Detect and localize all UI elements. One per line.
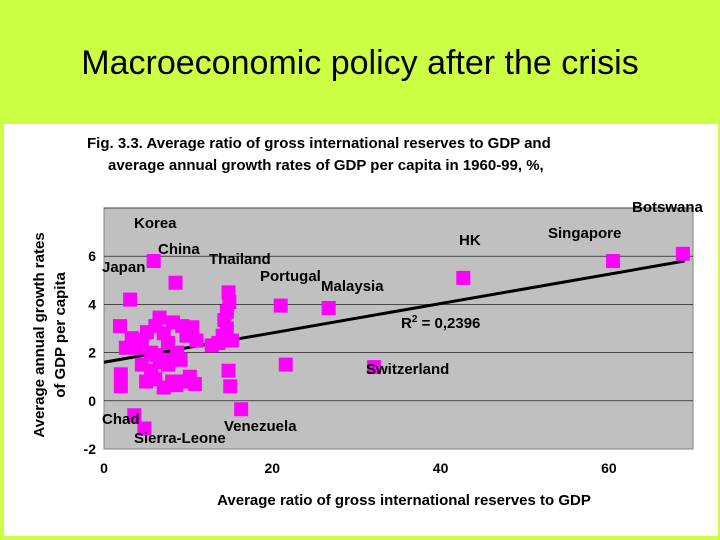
data-point: [222, 294, 237, 309]
plot-area: [103, 207, 694, 450]
figure-panel: Fig. 3.3. Average ratio of gross interna…: [4, 124, 718, 536]
label-sierra-leone: Sierra-Leone: [134, 430, 226, 447]
figure-title-line2: average annual growth rates of GDP per c…: [108, 157, 544, 174]
y-tick-labels: -2 0 2 4 6: [84, 248, 97, 457]
data-point: [158, 352, 173, 367]
label-singapore: Singapore: [548, 225, 621, 242]
data-point: [127, 408, 142, 423]
x-tick-label: 20: [264, 460, 280, 476]
x-tick-labels: 0 20 40 60: [100, 460, 617, 476]
data-points: [112, 246, 690, 436]
x-tick-label: 60: [601, 460, 617, 476]
data-point: [224, 333, 239, 348]
label-chad: Chad: [102, 411, 140, 428]
figure-title-line1: Fig. 3.3. Average ratio of gross interna…: [87, 135, 551, 152]
label-thailand: Thailand: [209, 251, 271, 268]
gridlines: [104, 207, 693, 402]
data-point: [187, 376, 202, 391]
data-point: [367, 360, 382, 375]
data-point: [137, 421, 152, 436]
y-tick-label: 6: [88, 248, 96, 264]
data-point: [152, 310, 167, 325]
label-japan: Japan: [102, 259, 145, 276]
x-tick-label: 40: [433, 460, 449, 476]
data-point: [113, 379, 128, 394]
data-point: [606, 254, 621, 269]
label-korea: Korea: [134, 215, 177, 232]
data-point: [273, 298, 288, 313]
label-venezuela: Venezuela: [224, 418, 297, 435]
data-point: [456, 270, 471, 285]
label-hk: HK: [459, 232, 481, 249]
y-axis-label-line1: Average annual growth rates: [31, 232, 48, 437]
data-point: [234, 402, 249, 417]
data-point: [123, 292, 138, 307]
data-point: [185, 320, 200, 335]
label-portugal: Portugal: [260, 268, 321, 285]
data-point: [146, 254, 161, 269]
label-malaysia: Malaysia: [321, 278, 384, 295]
data-point: [221, 363, 236, 378]
y-tick-label: 0: [88, 393, 96, 409]
data-point: [223, 379, 238, 394]
r-squared-label: R2 = 0,2396: [401, 314, 480, 332]
x-axis-label: Average ratio of gross international res…: [217, 492, 591, 509]
data-point: [112, 319, 127, 334]
y-tick-label: 2: [88, 345, 96, 361]
y-axis-label-line2: of GDP per capita: [52, 272, 69, 398]
data-point: [189, 333, 204, 348]
data-point: [168, 275, 183, 290]
data-point: [675, 246, 690, 261]
label-switzerland: Switzerland: [366, 361, 449, 378]
data-point: [278, 357, 293, 372]
x-tick-label: 0: [100, 460, 108, 476]
data-point: [321, 301, 336, 316]
scatter-chart: Fig. 3.3. Average ratio of gross interna…: [31, 135, 704, 509]
slide-title: Macroeconomic policy after the crisis: [81, 44, 639, 82]
label-botswana: Botswana: [632, 199, 704, 216]
data-point: [113, 367, 128, 382]
data-point: [173, 352, 188, 367]
label-china: China: [158, 241, 200, 258]
y-tick-label: -2: [84, 441, 97, 457]
y-tick-label: 4: [88, 296, 96, 312]
